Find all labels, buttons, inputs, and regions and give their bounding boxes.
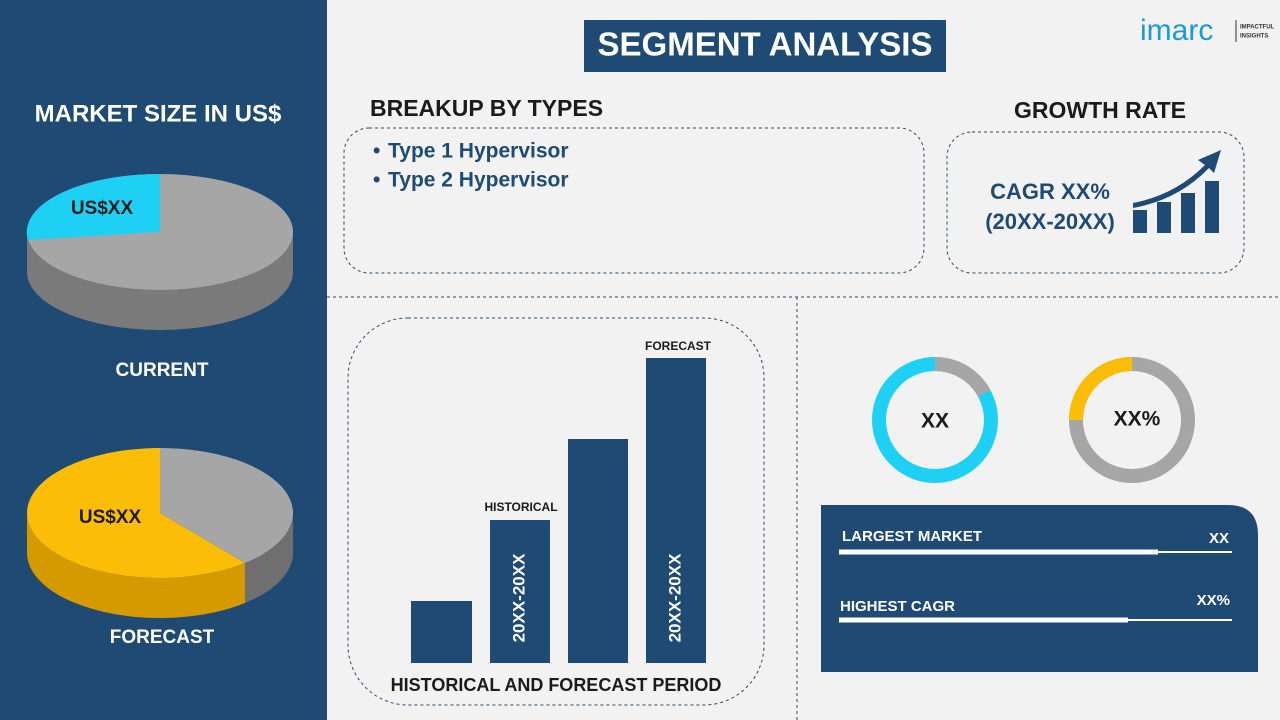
bullet: • [373,169,380,192]
pie-caption: FORECAST [110,627,215,648]
metrics-box [821,505,1258,672]
type-item: Type 2 Hypervisor [388,169,569,192]
section-title: BREAKUP BY TYPES [370,95,603,121]
cagr: CAGR XX% [990,179,1110,204]
metric-label: LARGEST MARKET [842,528,982,545]
bar-label: 20XX-20XX [509,553,528,642]
metric-value: XX [1209,530,1229,547]
bar-label: 20XX-20XX [665,553,684,642]
pie-caption: CURRENT [116,360,209,381]
bullet: • [373,140,380,163]
cagr-period: (20XX-20XX) [985,209,1115,234]
forecast-pie [26,448,294,619]
title-box [584,20,946,72]
current-pie [26,173,293,330]
logo-tagline: IMPACTFUL [1240,25,1275,31]
period-box [347,317,765,706]
sidebar-title: MARKET SIZE IN US$ [35,100,282,127]
donut-label: XX% [1114,408,1161,431]
donut [1069,357,1195,483]
growth-icon [1133,150,1221,233]
growth-box [946,131,1245,274]
donut-label: XX [921,410,949,433]
pie-label: US$XX [71,198,134,219]
type-item: Type 1 Hypervisor [388,140,569,163]
logo[interactable]: imarc [1140,14,1213,47]
logo-tagline: INSIGHTS [1240,34,1268,40]
metric-label: HIGHEST CAGR [840,598,955,615]
section-title: GROWTH RATE [1014,97,1186,123]
metric-value: XX% [1197,592,1230,609]
bar-caption: HISTORICAL [484,500,557,514]
bar-caption: FORECAST [645,339,712,353]
page-title: SEGMENT ANALYSIS [598,26,933,63]
breakup-box [343,127,925,274]
bars [411,358,706,663]
pie-label: US$XX [79,507,142,528]
period-title: HISTORICAL AND FORECAST PERIOD [391,675,722,695]
donut [872,357,998,483]
